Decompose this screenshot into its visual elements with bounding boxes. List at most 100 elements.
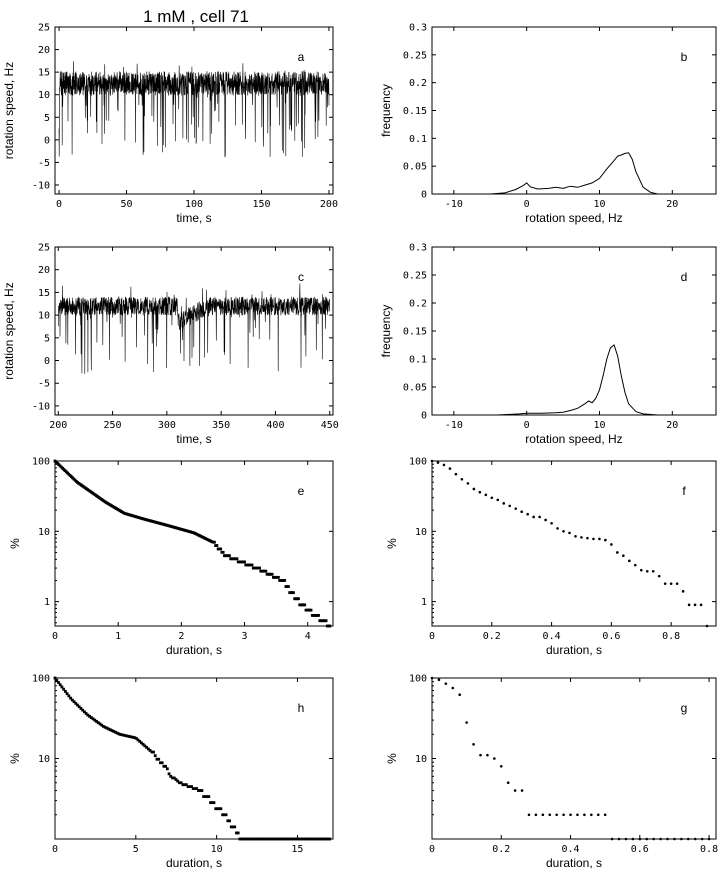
data-point (108, 728, 112, 732)
data-point (639, 568, 643, 572)
data-point (193, 787, 197, 790)
data-point (513, 789, 517, 792)
data-point (321, 837, 325, 841)
data-point (596, 813, 600, 817)
data-point (638, 837, 642, 841)
data-point (490, 496, 494, 500)
panel-label: a (298, 50, 305, 64)
y-tick-label: 10 (38, 754, 50, 765)
y-tick-label: 0.15 (403, 106, 427, 117)
data-point (328, 624, 332, 628)
panel-label: c (298, 270, 304, 284)
data-point (576, 813, 579, 817)
y-tick-label: 25 (38, 23, 50, 34)
data-point (210, 801, 214, 805)
x-tick-label: 4 (305, 631, 311, 642)
data-point (451, 686, 455, 690)
data-point (493, 757, 496, 760)
data-point (252, 837, 256, 841)
data-point (101, 724, 105, 728)
y-tick-label: 0.15 (403, 327, 427, 338)
data-point (162, 764, 166, 768)
x-tick-label: 0.4 (562, 844, 580, 855)
x-tick-label: 0 (524, 199, 530, 210)
y-tick-label: 20 (38, 265, 50, 276)
data-point (287, 585, 290, 588)
data-point (181, 783, 185, 787)
data-point (673, 837, 676, 841)
data-point (326, 837, 330, 841)
axes-box (54, 246, 334, 416)
data-point (292, 837, 295, 841)
data-point (190, 785, 193, 789)
data-point (195, 787, 199, 790)
data-point (169, 774, 173, 778)
panel-d: -10 0 10 20 0 0.05 0.1 0.15 0.2 0.25 0.3 rotation s… (379, 243, 717, 446)
data-point (628, 559, 631, 563)
x-tick-label: 10 (211, 844, 223, 855)
data-point (164, 764, 167, 768)
data-point (479, 753, 482, 757)
data-point (140, 741, 143, 745)
data-point (264, 837, 268, 841)
axes-box (431, 26, 717, 195)
data-point (228, 819, 231, 823)
x-tick-label: 0.2 (483, 631, 501, 642)
data-point (298, 837, 302, 841)
data-point (245, 837, 249, 841)
y-axis-label: rotation speed, Hz (2, 282, 16, 379)
data-point (276, 837, 280, 841)
histogram-line (432, 152, 716, 194)
data-point (198, 789, 202, 792)
panel-c: 200 250 300 350 400 450 -10 -5 0 5 10 15 20 25 time, s… (2, 243, 339, 447)
y-axis-label: frequency (379, 305, 393, 358)
data-point (645, 837, 649, 841)
data-point (215, 544, 219, 547)
x-tick-label: -10 (445, 199, 463, 210)
data-point (309, 837, 313, 841)
data-point (659, 837, 662, 841)
figure-title: 1 mM , cell 71 (143, 7, 249, 26)
x-axis-label: duration, s (546, 643, 602, 657)
data-point (228, 554, 231, 558)
data-point (562, 530, 565, 533)
data-point (583, 813, 586, 817)
data-point (69, 696, 72, 700)
data-point (633, 563, 637, 567)
x-tick-label: 10 (593, 420, 605, 431)
y-tick-label: 10 (38, 527, 50, 538)
data-point (269, 837, 273, 841)
data-point (224, 813, 228, 817)
data-point (472, 487, 476, 491)
x-tick-label: 3 (242, 631, 248, 642)
data-point (53, 676, 57, 680)
data-point (486, 753, 489, 757)
data-point (205, 795, 209, 798)
data-point (270, 572, 274, 576)
data-point (84, 712, 88, 715)
data-point (226, 819, 230, 823)
data-point (214, 807, 218, 811)
data-point (117, 732, 121, 736)
data-point (67, 694, 71, 698)
data-point (55, 678, 59, 682)
axes-box (431, 460, 717, 627)
x-tick-label: 300 (158, 420, 176, 431)
data-point (143, 744, 147, 748)
data-point (250, 837, 254, 841)
data-point (155, 757, 159, 761)
data-point (152, 750, 155, 754)
data-point (74, 701, 78, 705)
data-point (262, 837, 266, 841)
data-point (502, 502, 506, 505)
data-point (191, 787, 195, 790)
data-point (693, 837, 697, 841)
data-point (279, 837, 283, 841)
data-point (302, 837, 306, 841)
data-point (506, 781, 510, 785)
data-point (598, 537, 601, 541)
y-tick-label: 10 (415, 754, 427, 765)
axes-box (431, 677, 717, 840)
data-point (216, 807, 219, 811)
y-tick-label: 0.1 (409, 355, 427, 366)
